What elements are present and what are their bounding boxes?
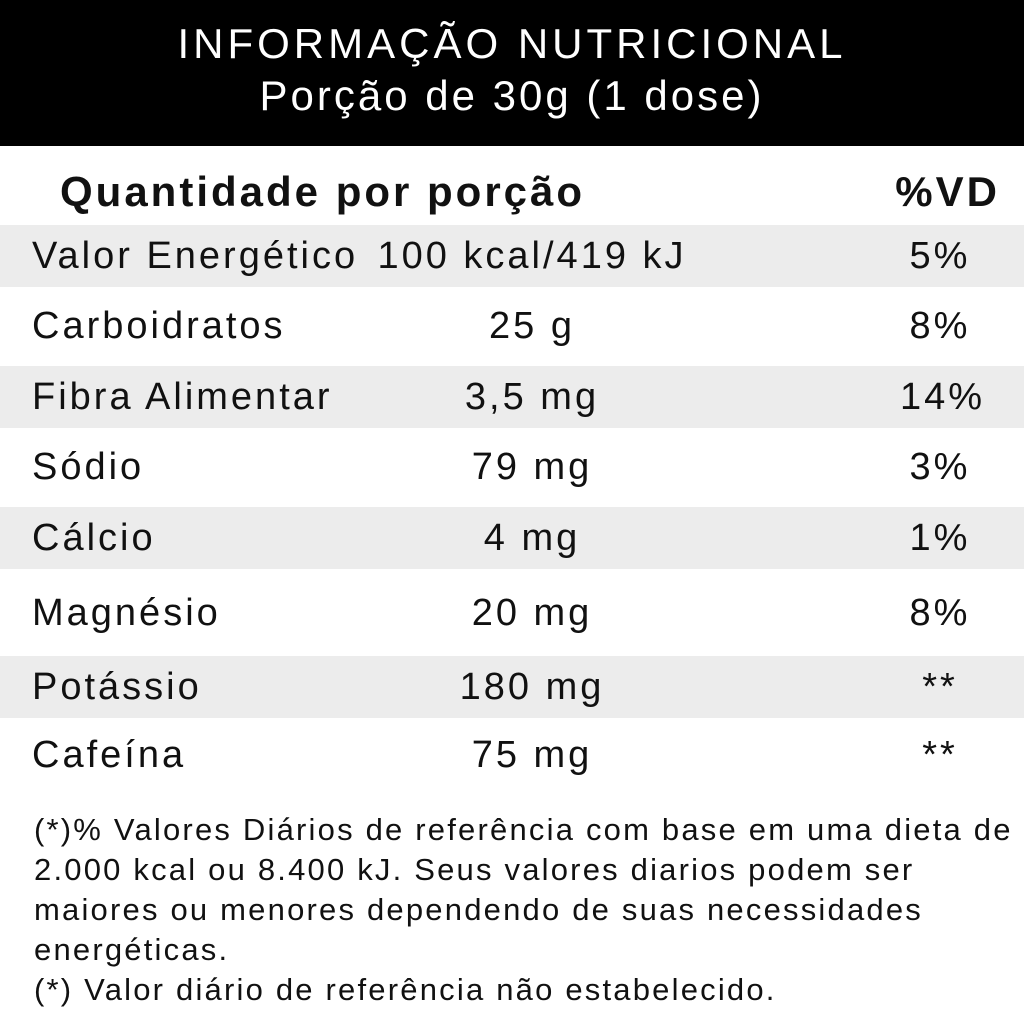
table-row: Carboidratos 25 g 8%: [0, 295, 1024, 357]
nutrient-name: Fibra Alimentar: [32, 376, 333, 418]
nutrient-name: Valor Energético: [32, 235, 359, 277]
amount-value: 100 kcal/419 kJ: [377, 235, 687, 277]
nutrient-dv: 5%: [909, 235, 971, 277]
nutrient-dv: **: [922, 666, 958, 708]
amount-value: 79 mg: [471, 446, 593, 488]
nutrient-name: Carboidratos: [32, 305, 286, 347]
nutrient-dv: 8%: [909, 592, 971, 634]
table-row: Sódio 79 mg 3%: [0, 436, 1024, 498]
label-title: INFORMAÇÃO NUTRICIONAL: [177, 20, 847, 67]
nutrient-amount: 79 mg: [0, 436, 1024, 498]
nutrient-amount: 3,5 mg: [0, 366, 1024, 428]
nutrient-dv: **: [922, 734, 958, 776]
amount-value: 3,5 mg: [464, 376, 600, 418]
table-row: Valor Energético 100 kcal/419 kJ 5%: [0, 225, 1024, 287]
amount-value: 25 g: [489, 305, 575, 347]
footnotes: (*)% Valores Diários de referência com b…: [34, 810, 1014, 1010]
nutrient-name: Sódio: [32, 446, 145, 488]
nutrient-amount: 100 kcal/419 kJ: [0, 225, 1024, 287]
nutrient-amount: 20 mg: [0, 582, 1024, 644]
column-header-quantity: Quantidade por porção: [60, 168, 586, 215]
nutrient-name: Magnésio: [32, 592, 221, 634]
table-row: Potássio 180 mg **: [0, 656, 1024, 718]
nutrient-dv: 14%: [900, 376, 986, 418]
amount-value: 20 mg: [471, 592, 593, 634]
nutrient-dv: 1%: [909, 517, 971, 559]
table-row: Magnésio 20 mg 8%: [0, 582, 1024, 644]
table-row: Cálcio 4 mg 1%: [0, 507, 1024, 569]
column-header-dv: %VD: [895, 168, 1000, 215]
table-row: Fibra Alimentar 3,5 mg 14%: [0, 366, 1024, 428]
table-row: Cafeína 75 mg **: [0, 724, 1024, 786]
header-banner: INFORMAÇÃO NUTRICIONAL Porção de 30g (1 …: [0, 0, 1024, 146]
footnote-not-established: (*) Valor diário de referência não estab…: [34, 972, 777, 1007]
amount-value: 75 mg: [471, 734, 593, 776]
nutrient-dv: 8%: [909, 305, 971, 347]
nutrient-name: Cálcio: [32, 517, 156, 559]
amount-value: 4 mg: [483, 517, 581, 559]
nutrient-amount: 180 mg: [0, 656, 1024, 718]
nutrient-dv: 3%: [909, 446, 971, 488]
nutrient-name: Potássio: [32, 666, 202, 708]
nutrient-amount: 25 g: [0, 295, 1024, 357]
serving-size: Porção de 30g (1 dose): [259, 72, 765, 119]
footnote-daily-values: (*)% Valores Diários de referência com b…: [34, 812, 1013, 967]
nutrient-name: Cafeína: [32, 734, 187, 776]
nutrient-amount: 4 mg: [0, 507, 1024, 569]
amount-value: 180 mg: [459, 666, 605, 708]
nutrient-amount: 75 mg: [0, 724, 1024, 786]
